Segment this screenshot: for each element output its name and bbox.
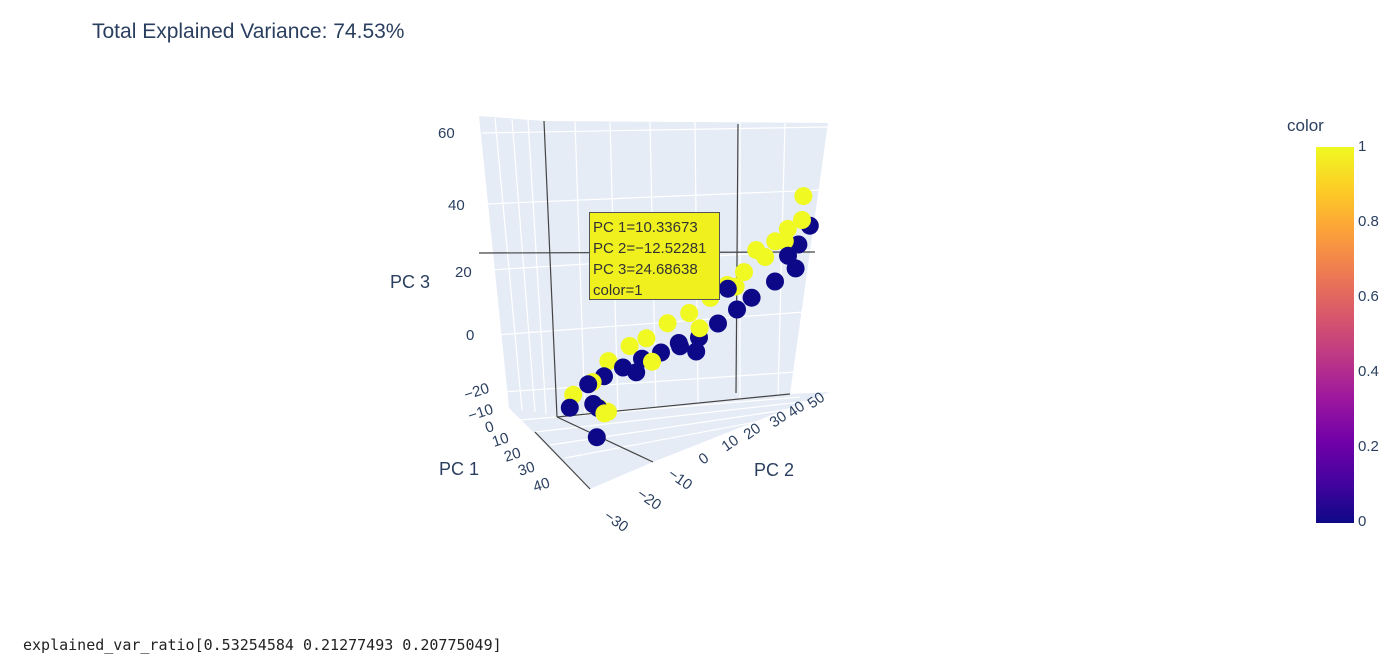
data-point-27[interactable] (793, 211, 811, 229)
data-point-10[interactable] (709, 314, 727, 333)
colorbar (1316, 147, 1354, 523)
colorbar-tick-0: 0 (1358, 513, 1367, 530)
data-point-23[interactable] (680, 304, 699, 322)
z-axis-title: PC 3 (390, 272, 430, 292)
data-point-35[interactable] (718, 279, 737, 298)
y-tick-40: 40 (785, 398, 808, 421)
y-tick-neg20: −20 (634, 485, 665, 514)
tooltip-pc3: PC 3=24.68638 (593, 261, 698, 278)
colorbar-title: color (1287, 116, 1324, 135)
data-point-31[interactable] (747, 241, 766, 260)
data-point-1[interactable] (658, 314, 677, 333)
y-tick-50: 50 (805, 389, 828, 412)
data-point-5[interactable] (637, 329, 656, 348)
z-tick-0: 0 (466, 327, 474, 344)
data-point-43[interactable] (560, 398, 579, 417)
data-point-25[interactable] (579, 375, 598, 394)
y-tick-0: 0 (696, 450, 713, 469)
x-tick-10: 10 (490, 429, 511, 450)
chart-title: Total Explained Variance: 74.53% (92, 20, 405, 43)
x-tick-20: 20 (502, 444, 523, 465)
data-point-30[interactable] (766, 232, 785, 251)
data-point-0[interactable] (794, 187, 813, 206)
x-tick-30: 30 (516, 458, 537, 479)
z-tick-neg20: −20 (462, 380, 491, 404)
scene-planes (478, 116, 830, 490)
data-points (560, 187, 819, 447)
x-tick-40: 40 (531, 474, 552, 495)
data-point-4[interactable] (789, 235, 808, 254)
colorbar-tick-0.8: 0.8 (1358, 213, 1379, 230)
y-tick-20: 20 (741, 420, 764, 443)
data-point-24[interactable] (742, 288, 761, 307)
z-tick-40: 40 (448, 197, 465, 214)
colorbar-tick-0.4: 0.4 (1358, 363, 1379, 380)
data-point-2[interactable] (620, 337, 639, 355)
data-point-45[interactable] (595, 404, 614, 423)
z-tick-20: 20 (455, 264, 472, 281)
data-point-26[interactable] (735, 263, 753, 282)
data-point-28[interactable] (778, 219, 797, 238)
data-point-36[interactable] (687, 342, 706, 361)
left-wall-plane (479, 116, 557, 417)
colorbar-tick-0.2: 0.2 (1358, 438, 1379, 455)
floor-plane (509, 392, 830, 489)
hover-tooltip: PC 1=10.33673 PC 2=−12.52281 PC 3=24.686… (589, 212, 720, 300)
data-point-6[interactable] (599, 352, 618, 371)
data-point-44[interactable] (587, 428, 606, 447)
colorbar-tick-1: 1 (1358, 138, 1367, 155)
x-axis-title: PC 1 (439, 459, 479, 479)
y-tick-10: 10 (719, 432, 742, 455)
data-point-8[interactable] (766, 272, 784, 291)
data-point-38[interactable] (643, 352, 661, 371)
console-output: explained_var_ratio[0.53254584 0.2127749… (23, 636, 502, 654)
y-tick-30: 30 (767, 408, 790, 431)
data-point-41[interactable] (627, 363, 646, 382)
colorbar-tick-0.6: 0.6 (1358, 288, 1379, 305)
z-tick-60: 60 (438, 125, 455, 142)
data-point-9[interactable] (728, 300, 746, 319)
y-tick-neg10: −10 (665, 465, 696, 494)
y-tick-neg30: −30 (601, 507, 632, 536)
data-point-20[interactable] (786, 259, 805, 278)
tooltip-pc1: PC 1=10.33673 (593, 219, 698, 236)
tooltip-pc2: PC 2=−12.52281 (593, 240, 707, 257)
y-axis-title: PC 2 (754, 460, 794, 480)
tooltip-color: color=1 (593, 282, 643, 299)
data-point-37[interactable] (669, 334, 688, 352)
data-point-34[interactable] (690, 319, 709, 338)
